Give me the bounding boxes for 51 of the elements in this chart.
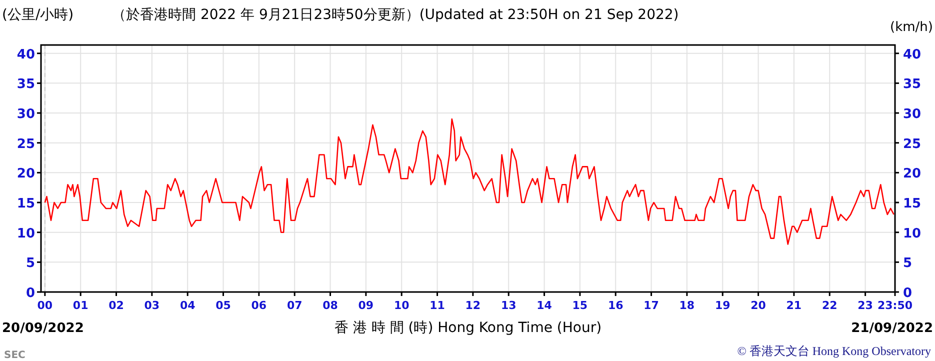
- x-tick-label: 16: [608, 299, 624, 312]
- y-tick-label: 35: [16, 77, 35, 92]
- text: © 香港天文台 Hong Kong Observatory: [737, 344, 931, 358]
- x-tick-label: 12: [465, 299, 481, 312]
- x-tick-label: 15: [572, 299, 588, 312]
- x-tick-label: 06: [251, 299, 267, 312]
- x-tick-label: 07: [286, 299, 302, 312]
- y-tick-label: 40: [16, 47, 35, 62]
- text: 21/09/2022: [851, 321, 933, 336]
- x-tick-label: 02: [108, 299, 124, 312]
- x-tick-label: 19: [714, 299, 730, 312]
- x-tick-label: 21: [786, 299, 802, 312]
- y2-tick-label: 25: [903, 136, 922, 152]
- y-tick-label: 20: [16, 166, 35, 182]
- y2-tick-label: 30: [903, 107, 922, 122]
- x-tick-label: 23: [858, 299, 873, 312]
- x-axis-title: 香 港 時 間 (時) Hong Kong Time (Hour): [334, 320, 602, 336]
- x-tick-label: 00: [37, 299, 53, 312]
- y-tick-label: 10: [16, 226, 35, 242]
- y-tick-label: 25: [16, 136, 35, 152]
- y-axis-title: (公里/小時): [2, 7, 74, 23]
- x-tick-label: 17: [644, 299, 659, 312]
- x-tick-label: 05: [216, 299, 231, 312]
- x-tick-label: 11: [430, 299, 445, 312]
- chart-title: （於香港時間 2022 年 9月21日23時50分更新）(Updated at 23:50H on 21 Sep 2022): [112, 7, 679, 23]
- x-tick-label: 13: [500, 299, 516, 312]
- x-tick-label: 14: [536, 299, 552, 312]
- x-tick-label: 09: [358, 299, 374, 312]
- y2-tick-label: 40: [903, 47, 922, 62]
- x-tick-label: 01: [72, 299, 88, 312]
- y-tick-label: 0: [26, 286, 35, 301]
- y2-axis-title: (km/h): [890, 20, 933, 35]
- x-tick-label: 03: [144, 299, 160, 312]
- text: SEC: [4, 350, 26, 361]
- x-tick-label: 23:50: [877, 299, 913, 312]
- x-tick-label: 08: [322, 299, 338, 312]
- x-tick-label: 04: [180, 299, 196, 312]
- x-tick-label: 20: [750, 299, 766, 312]
- y2-tick-label: 15: [903, 196, 922, 212]
- y2-tick-label: 20: [903, 166, 922, 182]
- text: 20/09/2022: [2, 321, 84, 336]
- x-tick-label: 10: [394, 299, 410, 312]
- y2-tick-label: 10: [903, 226, 922, 242]
- y2-tick-label: 35: [903, 77, 922, 92]
- y-tick-label: 15: [16, 196, 35, 212]
- x-tick-label: 18: [679, 299, 695, 312]
- y-tick-label: 30: [16, 107, 35, 122]
- y2-tick-label: 5: [903, 256, 912, 272]
- y2-tick-label: 0: [903, 286, 912, 301]
- y-tick-label: 5: [26, 256, 35, 272]
- x-tick-label: 22: [822, 299, 838, 312]
